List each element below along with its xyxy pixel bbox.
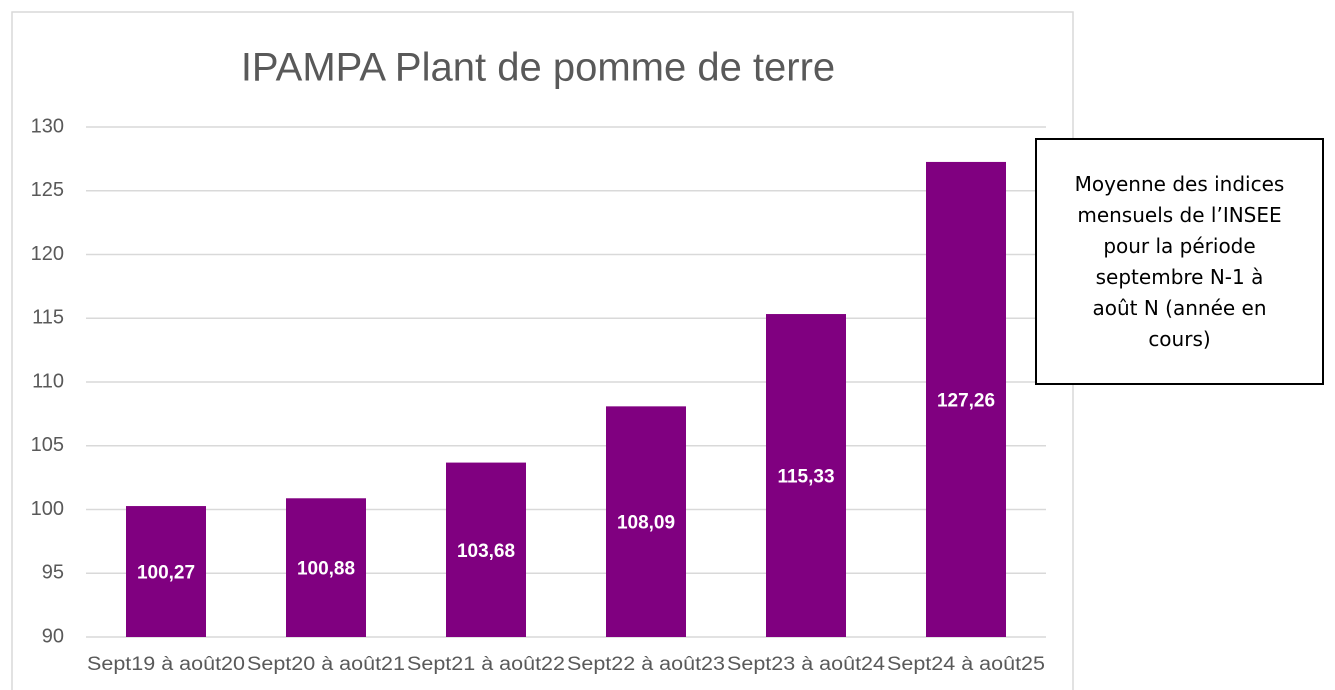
annotation-line: mensuels de l’INSEE xyxy=(1077,202,1282,227)
y-tick-label: 125 xyxy=(31,179,64,201)
y-tick-label: 105 xyxy=(31,434,64,456)
bar xyxy=(126,506,206,637)
data-label: 103,68 xyxy=(457,541,515,562)
chart-title: IPAMPA Plant de pomme de terre xyxy=(241,46,835,90)
bar xyxy=(766,314,846,637)
y-tick-label: 115 xyxy=(32,307,64,329)
bar xyxy=(926,161,1006,637)
y-tick-label: 100 xyxy=(31,498,64,520)
x-tick-label: Sept20 à août21 xyxy=(247,654,405,675)
x-tick-label: Sept22 à août23 xyxy=(567,654,725,675)
y-tick-label: 130 xyxy=(31,115,64,137)
annotation: Moyenne des indices mensuels de l’INSEE po… xyxy=(1035,138,1324,385)
bar xyxy=(446,462,526,637)
bar xyxy=(606,406,686,637)
x-tick-label: Sept21 à août22 xyxy=(407,654,565,675)
annotation-line: septembre N-1 à xyxy=(1095,264,1264,289)
data-label: 127,26 xyxy=(937,390,995,411)
x-tick-label: Sept19 à août20 xyxy=(87,654,245,675)
x-tick-label: Sept24 à août25 xyxy=(887,654,1045,675)
annotation-line: cours) xyxy=(1148,326,1211,351)
bar xyxy=(286,498,366,637)
y-tick-label: 110 xyxy=(32,370,64,392)
annotation-line: août N (année en xyxy=(1092,295,1267,320)
data-label: 115,33 xyxy=(777,467,834,488)
data-label: 100,88 xyxy=(297,559,355,580)
data-label: 108,09 xyxy=(617,513,675,534)
y-tick-label: 95 xyxy=(42,562,64,584)
annotation-line: pour la période xyxy=(1103,233,1256,258)
y-tick-label: 120 xyxy=(31,243,64,265)
annotation-line: Moyenne des indices xyxy=(1074,171,1285,196)
x-tick-label: Sept23 à août24 xyxy=(727,654,885,675)
y-tick-label: 90 xyxy=(42,625,64,647)
data-label: 100,27 xyxy=(137,563,195,584)
